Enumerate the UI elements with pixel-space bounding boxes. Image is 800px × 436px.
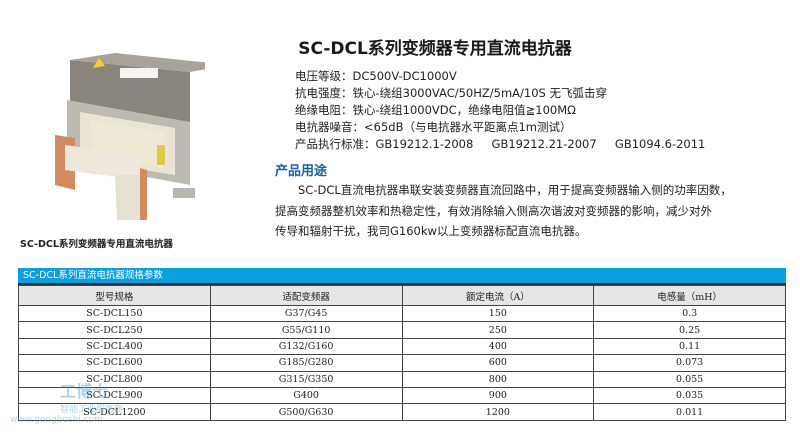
cell-model: SC-DCL400 [18,337,211,356]
header-model: 型号规格 [18,285,211,306]
cell-model: SC-DCL600 [18,354,211,372]
cell-current: 150 [401,304,595,323]
page-title: SC-DCL系列变频器专用直流电抗器 [298,39,572,59]
cell-model: SC-DCL250 [18,321,211,339]
cell-current: 400 [401,337,595,356]
table-row: SC-DCL400 G132/G160 400 0.11 [18,337,786,356]
watermark: 工博士 智能工业服务商 www.gongboshi.com [10,378,123,425]
table-row: SC-DCL600 G185/G280 600 0.073 [18,354,786,372]
spec-voltage: 电压等级：DC500V-DC1000V [295,69,457,83]
product-image [45,50,230,220]
table-title: SC-DCL系列直流电抗器规格参数 [18,268,786,285]
cell-current: 600 [401,354,595,372]
header-inverter: 适配变频器 [209,285,403,306]
product-caption: SC-DCL系列变频器专用直流电抗器 [20,239,173,250]
spec-noise: 电抗器噪音：<65dB（与电抗器水平距离点1m测试） [295,120,572,134]
cell-inductance: 0.055 [593,370,786,388]
cell-current: 1200 [401,403,595,421]
cell-inductance: 0.11 [593,337,786,356]
cell-inductance: 0.25 [593,321,786,339]
usage-line: 提高变频器整机效率和热稳定性，有效消除输入侧高次谐波对变频器的影响，减少对外 [275,204,712,218]
cell-current: 800 [401,370,595,388]
usage-line: 传导和辐射干扰，我司G160kw以上变频器标配直流电抗器。 [275,224,587,238]
cell-inverter: G185/G280 [209,354,403,372]
watermark-url: www.gongboshi.com [10,415,103,425]
cell-model: SC-DCL1200 [18,403,211,421]
cell-inverter: G400 [209,386,403,405]
usage-heading: 产品用途 [275,164,328,179]
cell-inductance: 0.035 [593,386,786,405]
cell-inverter: G55/G110 [209,321,403,339]
table-header-row: 型号规格 适配变频器 额定电流（A） 电感量（mH） [18,285,786,306]
spec-insulation: 绝缘电阻：铁心-绕组1000VDC，绝缘电阻值≧100MΩ [295,103,576,117]
cell-current: 250 [401,321,595,339]
watermark-brand: 工博士 [60,382,109,401]
header-inductance: 电感量（mH） [593,285,786,306]
cell-inductance: 0.3 [593,304,786,323]
usage-line: SC-DCL直流电抗器串联安装变频器直流回路中，用于提高变频器输入侧的功率因数， [298,183,732,197]
cell-inverter: G500/G630 [209,403,403,421]
header-current: 额定电流（A） [401,285,595,306]
table-row: SC-DCL800 G315/G350 800 0.055 [18,370,786,388]
table-row: SC-DCL900 G400 900 0.035 [18,386,786,405]
cell-inverter: G132/G160 [209,337,403,356]
cell-inverter: G315/G350 [209,370,403,388]
spec-dielectric: 抗电强度：铁心-绕组3000VAC/50HZ/5mA/10S 无飞弧击穿 [295,86,607,100]
table-row: SC-DCL1200 G500/G630 1200 0.011 [18,403,786,421]
cell-inductance: 0.073 [593,354,786,372]
table-row: SC-DCL250 G55/G110 250 0.25 [18,321,786,339]
table-row: SC-DCL150 G37/G45 150 0.3 [18,304,786,323]
spec-table: SC-DCL系列直流电抗器规格参数 型号规格 适配变频器 额定电流（A） 电感量… [18,268,786,421]
cell-model: SC-DCL150 [18,304,211,323]
spec-standards: 产品执行标准：GB19212.1-2008 GB19212.21-2007 GB… [295,137,706,151]
cell-current: 900 [401,386,595,405]
watermark-slogan: 智能工业服务商 [60,405,124,415]
cell-inverter: G37/G45 [209,304,403,323]
cell-inductance: 0.011 [593,403,786,421]
